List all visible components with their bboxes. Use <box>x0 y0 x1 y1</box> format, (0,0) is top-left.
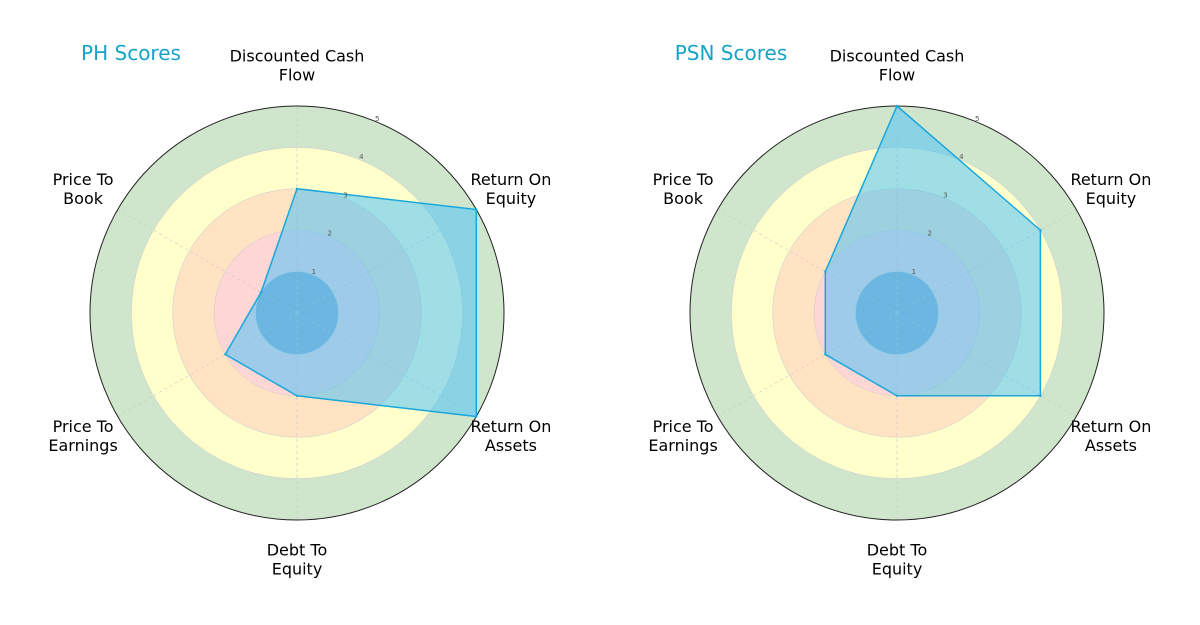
radial-tick-label: 5 <box>375 115 379 123</box>
data-point <box>895 394 899 397</box>
radial-tick-label: 5 <box>975 115 979 123</box>
radial-tick-label: 1 <box>912 268 916 276</box>
radial-tick-label: 3 <box>343 191 347 199</box>
radar-panel-psn: 1 2 3 4 5 Discounted Cash Flow Return On Equity R… <box>648 41 1151 579</box>
data-point <box>1039 394 1042 397</box>
data-point <box>475 208 478 211</box>
radial-tick-label: 4 <box>359 153 364 161</box>
axis-label: Return On Assets <box>470 417 551 455</box>
grid-spoke <box>117 312 298 417</box>
radial-tick-label: 1 <box>312 268 316 276</box>
axis-label: Return On Assets <box>1070 417 1151 455</box>
data-point <box>824 353 827 356</box>
data-point <box>1039 229 1042 232</box>
grid-spoke <box>717 312 898 417</box>
axis-label: Price To Book <box>653 170 714 208</box>
axis-label: Discounted Cash Flow <box>230 47 365 85</box>
chart-title: PH Scores <box>81 41 181 65</box>
axis-label: Price To Earnings <box>648 417 717 455</box>
data-point <box>824 270 827 273</box>
axis-label: Debt To Equity <box>867 541 928 579</box>
grid-spoke <box>717 209 898 314</box>
chart-title: PSN Scores <box>675 41 788 65</box>
axis-label: Return On Equity <box>1070 170 1151 208</box>
data-point <box>475 415 478 418</box>
radar-outline <box>89 105 505 521</box>
radar-panel-ph: 1 2 3 4 5 Discounted Cash Flow Return On Equity R… <box>48 41 551 579</box>
radial-tick-label: 4 <box>959 153 964 161</box>
axis-label: Price To Book <box>53 170 114 208</box>
axis-label: Discounted Cash Flow <box>830 47 965 85</box>
grid-spoke <box>117 209 298 314</box>
radial-tick-label: 2 <box>927 230 931 238</box>
radial-tick-label: 2 <box>327 230 331 238</box>
data-point <box>259 291 263 294</box>
data-point <box>295 187 299 190</box>
axis-label: Debt To Equity <box>267 541 328 579</box>
data-point <box>224 353 227 356</box>
data-point <box>295 394 299 397</box>
radial-tick-label: 3 <box>943 191 947 199</box>
axis-label: Price To Earnings <box>48 417 117 455</box>
axis-label: Return On Equity <box>470 170 551 208</box>
data-point <box>895 104 899 108</box>
